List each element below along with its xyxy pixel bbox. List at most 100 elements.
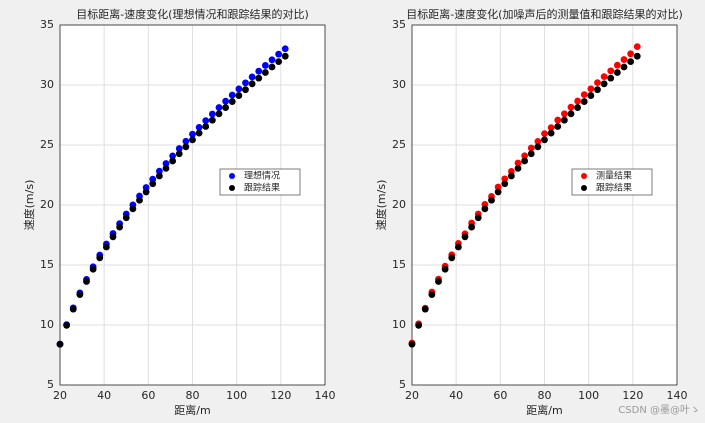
data-point [594,86,601,94]
x-tick-label: 20 [405,389,419,402]
data-point [281,52,289,60]
data-point [587,85,595,93]
data-point [534,143,542,151]
data-point [63,321,71,329]
data-point [633,43,641,50]
x-tick-label: 60 [141,389,155,402]
chart-title: 目标距离-速度变化(理想情况和跟踪结果的对比) [76,7,309,21]
x-tick-label: 80 [538,389,552,402]
data-point [169,157,177,165]
x-tick-label: 120 [622,389,643,402]
data-point [560,110,568,118]
data-point [454,243,462,251]
y-tick-label: 25 [40,138,54,151]
data-point [613,69,621,76]
data-point [594,79,601,86]
data-point [567,110,575,118]
data-point [189,136,196,144]
data-point [527,150,535,158]
legend-marker [229,185,235,191]
y-tick-label: 10 [392,318,406,331]
data-point [129,205,137,213]
data-point [69,305,77,313]
data-point [620,63,628,71]
data-point [155,172,163,180]
data-point [580,91,588,98]
data-point [514,159,522,167]
data-point [182,143,190,151]
data-point [169,152,177,160]
data-point [547,129,555,137]
data-point [222,104,230,111]
data-point [415,321,423,329]
x-tick-label: 40 [449,389,463,402]
data-point [421,305,429,313]
data-point [56,340,64,348]
data-point [189,130,196,138]
x-tick-label: 100 [226,389,247,402]
data-point [116,223,124,231]
x-axis-label: 距离/m [526,403,562,417]
data-point [633,52,641,60]
data-point [468,223,476,231]
watermark: CSDN @墨@叶ゝ [618,404,700,416]
data-point [268,63,276,71]
y-tick-label: 30 [40,78,54,91]
data-point [494,183,502,191]
data-point [488,196,495,204]
data-point [155,167,163,175]
data-point [613,61,621,69]
data-point [541,130,548,138]
data-point [136,196,143,204]
x-tick-label: 140 [667,389,688,402]
data-point [275,58,283,65]
data-point [527,144,535,152]
data-point [182,137,190,145]
data-point [554,116,562,124]
data-point [587,92,595,99]
x-tick-label: 140 [315,389,336,402]
y-axis-label: 速度(m/s) [22,180,36,231]
x-tick-label: 80 [186,389,200,402]
data-point [534,138,542,145]
data-point [408,340,416,348]
y-tick-label: 20 [40,198,54,211]
y-tick-label: 15 [392,258,406,271]
data-point [162,165,170,172]
data-point [242,86,249,94]
data-point [441,265,449,273]
data-point [109,233,117,241]
data-point [255,67,263,75]
data-point [162,160,170,167]
data-point [501,180,509,188]
data-point [607,74,615,82]
data-point [448,254,456,262]
data-point [228,91,236,99]
x-tick-label: 100 [578,389,599,402]
chart-title: 目标距离-速度变化(加噪声后的测量值和跟踪结果的对比) [406,7,683,21]
data-point [507,172,515,180]
x-tick-label: 60 [493,389,507,402]
data-point [76,291,84,299]
data-point [215,110,223,118]
data-point [248,73,256,81]
data-point [102,243,110,251]
data-point [627,50,635,58]
data-point [261,62,269,69]
data-point [122,214,130,222]
data-point [600,80,608,88]
data-point [554,123,562,130]
data-point [275,50,283,58]
y-tick-label: 15 [40,258,54,271]
x-axis-label: 距离/m [174,403,210,417]
data-point [235,85,243,93]
data-point [560,116,568,124]
data-point [208,110,216,118]
x-tick-label: 20 [53,389,67,402]
data-point [547,124,555,131]
data-point [83,278,90,285]
y-tick-label: 30 [392,78,406,91]
legend-label: 跟踪结果 [596,182,632,194]
